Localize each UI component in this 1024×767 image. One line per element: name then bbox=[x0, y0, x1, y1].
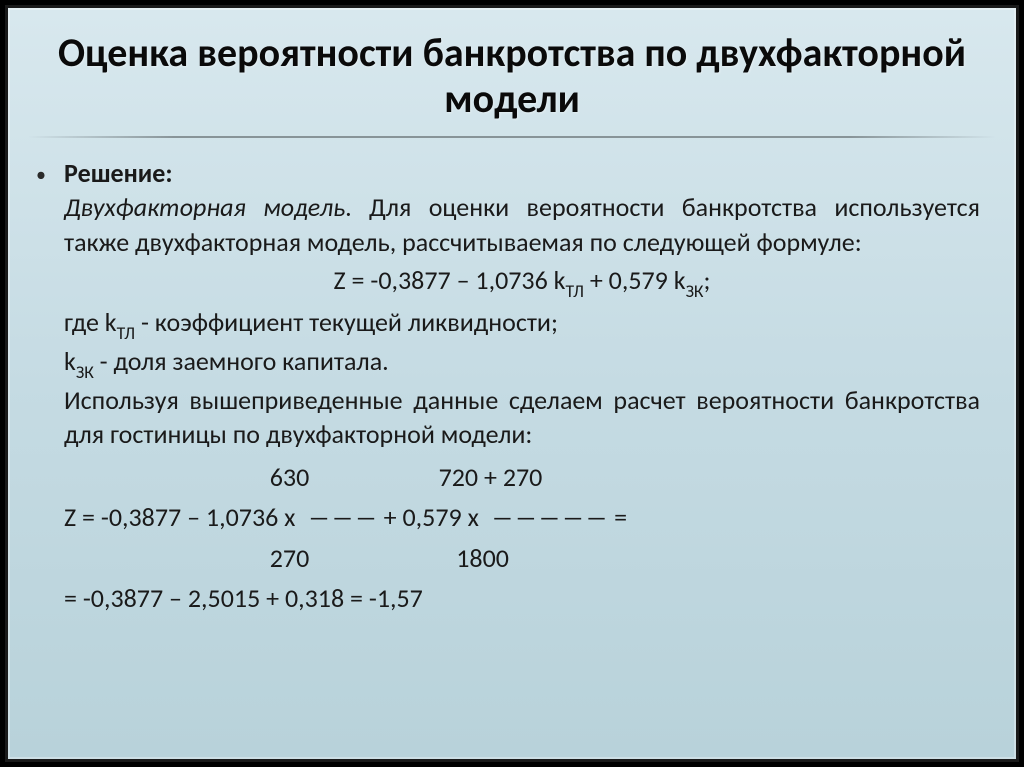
content-area: • Решение: Двухфакторная модель. Для оце… bbox=[8, 156, 1016, 618]
where-line-2: kЗК - доля заемного капитала. bbox=[64, 344, 980, 383]
bullet-icon: • bbox=[36, 162, 46, 188]
where1-a: где k bbox=[64, 306, 117, 338]
title-divider bbox=[28, 136, 996, 138]
intro-paragraph: Двухфакторная модель. Для оценки вероятн… bbox=[64, 190, 980, 259]
calc-line-3: 270 1800 bbox=[64, 542, 509, 574]
solution-label: Решение: bbox=[64, 157, 173, 189]
model-name: Двухфакторная модель bbox=[64, 191, 345, 223]
where1-b: - коэффициент текущей ликвидности; bbox=[135, 306, 558, 338]
slide: Оценка вероятности банкротства по двухфа… bbox=[5, 5, 1019, 762]
calc-result: = -0,3877 – 2,5015 + 0,318 = -1,57 bbox=[64, 582, 423, 614]
where1-sub: ТЛ bbox=[117, 322, 135, 344]
calc-line-1: 630 720 + 270 bbox=[64, 461, 542, 493]
title-container: Оценка вероятности банкротства по двухфа… bbox=[8, 8, 1016, 136]
formula-part-a: Z = -0,3877 – 1,0736 k bbox=[333, 264, 565, 296]
formula-sub1: ТЛ bbox=[565, 280, 583, 302]
calc-line-2: Z = -0,3877 – 1,0736 х ――― + 0,579 х ―――… bbox=[64, 501, 627, 533]
slide-title: Оценка вероятности банкротства по двухфа… bbox=[48, 30, 976, 122]
solution-row: • Решение: bbox=[64, 156, 980, 190]
main-formula: Z = -0,3877 – 1,0736 kТЛ + 0,579 kЗК; bbox=[64, 259, 980, 306]
formula-part-b: + 0,579 k bbox=[584, 264, 686, 296]
calculation-block: 630 720 + 270 Z = -0,3877 – 1,0736 х ―――… bbox=[64, 451, 980, 618]
calc-intro: Используя вышеприведенные данные сделаем… bbox=[64, 383, 980, 452]
where2-a: k bbox=[64, 345, 76, 377]
where2-sub: ЗК bbox=[76, 361, 94, 383]
formula-sub2: ЗК bbox=[686, 280, 704, 302]
where2-b: - доля заемного капитала. bbox=[94, 345, 389, 377]
formula-part-c: ; bbox=[704, 264, 711, 296]
where-line-1: где kТЛ - коэффициент текущей ликвидност… bbox=[64, 305, 980, 344]
